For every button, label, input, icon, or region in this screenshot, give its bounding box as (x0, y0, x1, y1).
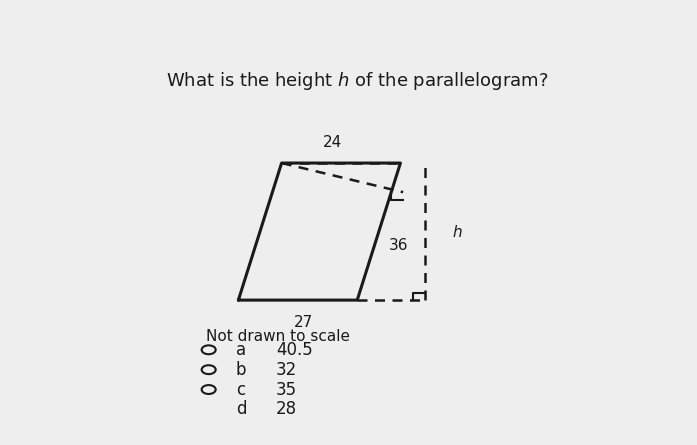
Text: d: d (236, 400, 246, 418)
Text: 27: 27 (293, 315, 313, 330)
Text: Not drawn to scale: Not drawn to scale (206, 328, 350, 344)
Text: What is the height $h$ of the parallelogram?: What is the height $h$ of the parallelog… (166, 70, 549, 92)
Text: 24: 24 (323, 135, 342, 150)
Text: 28: 28 (276, 400, 298, 418)
Text: c: c (236, 380, 245, 399)
Text: a: a (236, 341, 246, 359)
Text: 32: 32 (276, 360, 298, 379)
Text: 40.5: 40.5 (276, 341, 313, 359)
Text: 35: 35 (276, 380, 298, 399)
Text: $h$: $h$ (452, 223, 462, 239)
Text: 36: 36 (389, 238, 408, 253)
Text: b: b (236, 360, 246, 379)
